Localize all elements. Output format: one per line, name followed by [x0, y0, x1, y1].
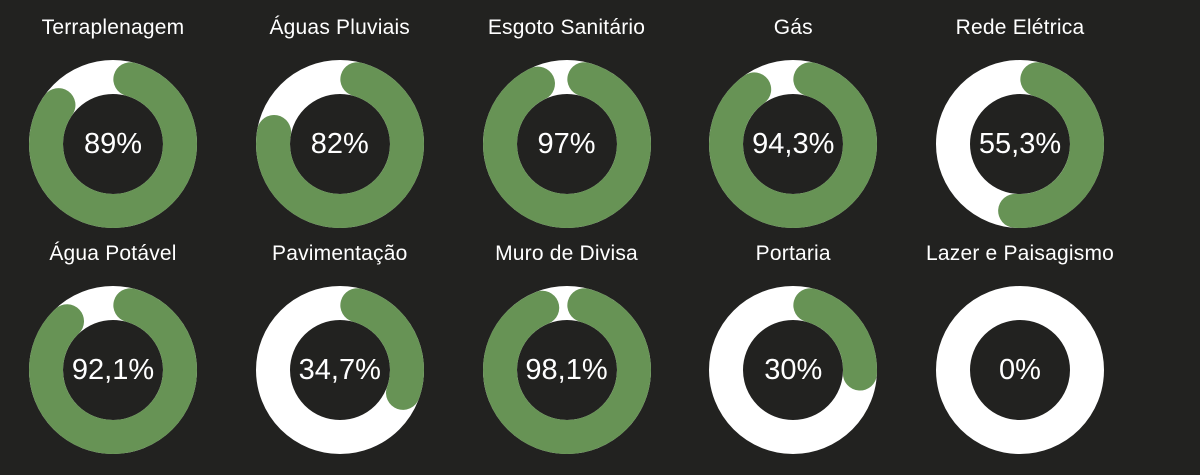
gauge-value-label: 94,3%: [752, 128, 835, 160]
gauge-aguas-pluviais: Águas Pluviais 82%: [227, 0, 453, 228]
donut-chart: [936, 60, 1104, 228]
gauge-value-label: 98,1%: [525, 354, 608, 386]
gauge-muro-de-divisa: Muro de Divisa 98,1%: [454, 226, 680, 454]
gauge-lazer-e-paisagismo: Lazer e Paisagismo 0%: [907, 226, 1133, 454]
gauge-terraplenagem: Terraplenagem 89%: [0, 0, 226, 228]
donut-chart: [482, 286, 651, 454]
donut-chart: [29, 286, 197, 454]
gauge-title: Esgoto Sanitário: [487, 16, 646, 39]
gauge-title: Terraplenagem: [41, 16, 185, 39]
gauge-value-label: 89%: [83, 128, 143, 160]
donut-chart: [255, 60, 424, 228]
gauge-value-label: 0%: [999, 354, 1041, 386]
gauge-gas: Gás 94,3%: [680, 0, 906, 228]
donut-progress-arc: [255, 286, 424, 454]
gauge-title: Rede Elétrica: [955, 16, 1085, 39]
gauge-value-label: 97%: [537, 128, 596, 160]
gauge-title: Muro de Divisa: [495, 242, 638, 265]
gauge-title: Água Potável: [49, 242, 177, 265]
donut-progress-arc: [709, 286, 878, 454]
gauge-value-label: 34,7%: [298, 354, 381, 386]
gauge-title: Portaria: [755, 242, 831, 265]
donut-chart: [29, 60, 197, 228]
gauge-agua-potavel: Água Potável 92,1%: [0, 226, 226, 454]
donut-progress-arc: [936, 60, 1104, 228]
gauge-value-label: 92,1%: [71, 354, 155, 386]
donut-progress-arc: [255, 60, 424, 228]
donut-progress-arc: [29, 286, 197, 454]
gauge-portaria: Portaria 30%: [680, 226, 906, 454]
gauge-pavimentacao: Pavimentação 34,7%: [227, 226, 453, 454]
gauge-value-label: 55,3%: [978, 128, 1062, 160]
gauge-value-label: 30%: [764, 354, 823, 386]
donut-chart: [709, 286, 878, 454]
donut-chart: [709, 60, 878, 228]
donut-chart: [255, 286, 424, 454]
gauge-title: Pavimentação: [272, 242, 408, 265]
gauge-rede-eletrica: Rede Elétrica 55,3%: [907, 0, 1133, 228]
gauge-title: Gás: [773, 16, 813, 39]
gauge-title: Águas Pluviais: [269, 16, 411, 39]
donut-chart: [482, 60, 651, 228]
donut-progress-arc: [482, 60, 651, 228]
gauge-value-label: 82%: [310, 128, 369, 160]
donut-progress-arc: [709, 60, 878, 228]
donut-progress-arc: [482, 286, 651, 454]
donut-chart: [936, 286, 1104, 454]
donut-progress-arc: [29, 60, 197, 228]
donut-track: [936, 286, 1104, 454]
gauge-esgoto-sanitario: Esgoto Sanitário 97%: [454, 0, 680, 228]
gauge-title: Lazer e Paisagismo: [925, 242, 1115, 265]
